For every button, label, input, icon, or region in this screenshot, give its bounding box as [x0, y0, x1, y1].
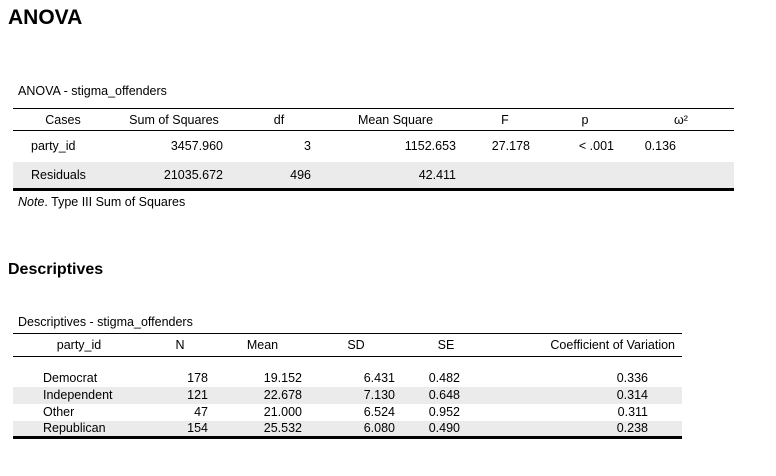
- cell-se: 0.490: [428, 421, 460, 436]
- descr-col-sd: SD: [310, 333, 402, 357]
- cell-f: 27.178: [491, 139, 530, 154]
- descr-row-democrat: Democrat 178 19.152 6.431 0.482 0.336: [13, 370, 682, 387]
- cell-mean-square: 1152.653: [404, 139, 456, 154]
- descriptives-heading: Descriptives: [8, 261, 104, 278]
- cell-df: 496: [290, 167, 311, 182]
- cell-omega-squared: 0.136: [644, 139, 676, 154]
- descr-row-republican: Republican 154 25.532 6.080 0.490 0.238: [13, 420, 682, 438]
- cell-se: 0.952: [428, 405, 460, 419]
- note-text: . Type III Sum of Squares: [44, 195, 186, 209]
- cell-cases: party_id: [31, 139, 76, 154]
- anova-col-omega-squared: ω²: [628, 108, 734, 131]
- cell-mean: 19.152: [263, 371, 302, 385]
- cell-se: 0.482: [428, 371, 460, 385]
- cell-coefficient-of-variation: 0.311: [617, 405, 648, 419]
- cell-n: 178: [187, 371, 208, 385]
- anova-row-party-id: party_id 3457.960 3 1152.653 27.178 < .0…: [13, 131, 734, 162]
- cell-cases: Residuals: [31, 167, 86, 182]
- cell-mean: 22.678: [263, 388, 302, 402]
- cell-sd: 7.130: [363, 388, 395, 402]
- cell-n: 121: [187, 388, 208, 402]
- anova-col-sum-of-squares: Sum of Squares: [113, 108, 235, 131]
- cell-df: 3: [304, 139, 311, 154]
- cell-sum-of-squares: 21035.672: [163, 167, 223, 182]
- cell-mean-square: 42.411: [418, 167, 456, 182]
- descr-col-mean: Mean: [215, 333, 310, 357]
- cell-omega-squared: [628, 162, 734, 190]
- cell-coefficient-of-variation: 0.336: [616, 371, 648, 385]
- cell-coefficient-of-variation: 0.238: [616, 421, 648, 436]
- anova-table: Cases Sum of Squares df Mean Square F p …: [13, 108, 734, 191]
- anova-col-f: F: [468, 108, 542, 131]
- cell-n: 47: [194, 405, 208, 419]
- anova-table-note: Note. Type III Sum of Squares: [18, 195, 776, 209]
- anova-row-residuals: Residuals 21035.672 496 42.411: [13, 161, 734, 190]
- cell-coefficient-of-variation: 0.314: [616, 388, 648, 402]
- cell-party-id: Independent: [43, 388, 113, 402]
- spacer-cell: [13, 357, 682, 370]
- anova-header-row: Cases Sum of Squares df Mean Square F p …: [13, 108, 734, 131]
- cell-party-id: Democrat: [43, 371, 98, 385]
- cell-se: 0.648: [428, 388, 460, 402]
- cell-mean: 25.532: [263, 421, 302, 436]
- cell-sd: 6.524: [363, 405, 395, 419]
- cell-sd: 6.431: [363, 371, 395, 385]
- anova-col-mean-square: Mean Square: [323, 108, 468, 131]
- cell-sum-of-squares: 3457.960: [170, 139, 223, 154]
- anova-col-df: df: [235, 108, 323, 131]
- cell-party-id: Republican: [43, 421, 106, 436]
- descr-col-party-id: party_id: [13, 333, 145, 357]
- anova-col-p: p: [542, 108, 628, 131]
- descr-col-n: N: [145, 333, 215, 357]
- descr-col-se: SE: [402, 333, 490, 357]
- cell-f: [468, 162, 542, 190]
- descriptives-table-caption: Descriptives - stigma_offenders: [18, 315, 193, 329]
- descr-row-independent: Independent 121 22.678 7.130 0.648 0.314: [13, 386, 682, 404]
- cell-mean: 21.000: [263, 405, 302, 419]
- note-label: Note: [18, 195, 45, 209]
- cell-p: < .001: [578, 139, 614, 154]
- page-title: ANOVA: [8, 6, 83, 29]
- descriptives-header-row: party_id N Mean SD SE Coefficient of Var…: [13, 333, 682, 357]
- cell-p: [542, 162, 628, 190]
- anova-table-caption: ANOVA - stigma_offenders: [18, 84, 167, 98]
- cell-party-id: Other: [43, 405, 75, 419]
- descr-col-coefficient-of-variation: Coefficient of Variation: [490, 333, 682, 357]
- descriptives-table: party_id N Mean SD SE Coefficient of Var…: [13, 333, 682, 439]
- spacer-row: [13, 356, 682, 370]
- cell-sd: 6.080: [363, 421, 395, 436]
- descr-row-other: Other 47 21.000 6.524 0.952 0.311: [13, 404, 682, 421]
- cell-n: 154: [187, 421, 208, 436]
- anova-col-cases: Cases: [13, 108, 113, 131]
